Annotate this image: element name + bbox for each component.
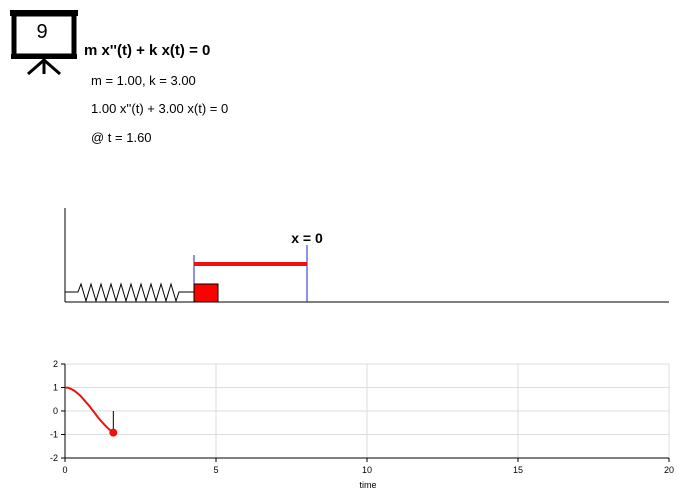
y-tick-label: 1	[53, 383, 58, 393]
equilibrium-label: x = 0	[291, 230, 323, 246]
time-readout: @ t = 1.60	[91, 130, 152, 145]
y-tick-label: -2	[50, 453, 58, 463]
equation-title: m x''(t) + k x(t) = 0	[84, 42, 211, 59]
x-tick-label: 10	[362, 465, 372, 475]
current-position-point	[109, 428, 118, 437]
x-tick-label: 5	[213, 465, 218, 475]
presentation-board-icon	[10, 10, 78, 76]
spring-mass-view: x = 0	[64, 208, 669, 303]
x-axis-ticks: 0 5 10 15 20	[62, 458, 674, 475]
y-tick-label: 0	[53, 406, 58, 416]
equation-instance: 1.00 x''(t) + 3.00 x(t) = 0	[91, 101, 229, 116]
position-time-chart: 0 5 10 15 20 210-1-2 time	[50, 359, 674, 490]
x-tick-label: 20	[664, 465, 674, 475]
x-tick-label: 15	[513, 465, 523, 475]
y-tick-label: -1	[50, 430, 58, 440]
y-axis-ticks: 2 1 0 -1 -2	[50, 359, 65, 463]
spring	[65, 282, 194, 303]
position-trace	[64, 386, 114, 434]
mass-block	[193, 283, 219, 303]
slide-number: 9	[36, 21, 48, 43]
y-tick-label: 2	[53, 359, 58, 369]
parameter-values: m = 1.00, k = 3.00	[91, 73, 196, 88]
chart-grid	[64, 363, 670, 459]
x-axis-label: time	[359, 480, 376, 490]
x-tick-label: 0	[62, 465, 67, 475]
